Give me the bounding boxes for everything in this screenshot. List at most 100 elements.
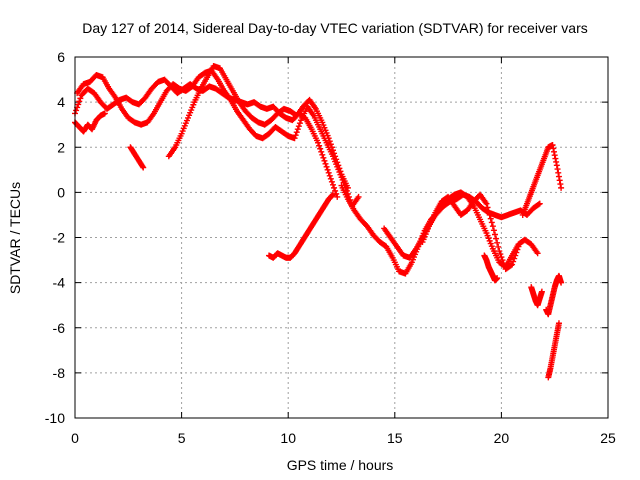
y-tick-label: 2 [57,139,65,155]
data-point [490,227,497,234]
series-track-11 [519,141,565,218]
data-point [329,147,336,154]
series-track-10 [481,252,501,284]
data-point [319,151,326,158]
data-point [139,163,146,170]
data-point [332,153,339,160]
data-point [322,160,329,167]
data-point [552,155,559,162]
x-tick-label: 25 [600,430,616,446]
data-point [535,201,542,208]
data-point [140,164,147,171]
data-point [514,246,521,253]
y-tick-label: 4 [57,94,65,110]
data-point [553,162,560,169]
data-point [331,150,338,157]
data-point [329,181,336,188]
data-point [534,250,541,257]
chart-title: Day 127 of 2014, Sidereal Day-to-day VTE… [82,20,588,36]
data-point [484,204,491,211]
data-point [512,252,519,259]
data-point [557,181,564,188]
data-point [317,145,324,152]
data-point [536,200,543,207]
data-point [73,107,80,114]
data-point [495,243,502,250]
data-points [72,63,565,381]
data-point [335,162,342,169]
data-point [555,320,562,327]
data-point [492,231,499,238]
data-point [76,98,83,105]
data-point [507,262,514,269]
data-point [294,126,301,133]
data-point [553,158,560,165]
data-point [326,172,333,179]
series-track-7 [338,182,543,277]
data-point [513,249,520,256]
data-point [355,193,362,200]
y-tick-label: -6 [53,320,66,336]
data-point [556,177,563,184]
data-point [327,141,334,148]
data-point [488,219,495,226]
series-track-3 [72,110,108,135]
data-point [555,173,562,180]
axes: 0 5 10 15 20 25 -10 -8 -6 -4 -2 0 2 4 6 [45,49,616,446]
data-point [295,123,302,130]
data-point [493,235,500,242]
data-point [331,184,338,191]
data-point [291,135,298,142]
x-axis-label: GPS time / hours [287,457,394,473]
series-track-14 [545,320,562,381]
series-track-12 [528,284,545,309]
series-track-13 [543,272,565,318]
data-point [328,144,335,151]
data-point [496,248,503,255]
y-axis-label: SDTVAR / TECUs [7,182,23,294]
y-tick-label: -8 [53,365,66,381]
data-point [296,120,303,127]
data-point [549,141,556,148]
y-tick-label: -10 [45,410,65,426]
data-point [509,261,516,268]
data-point [510,258,517,265]
series-track-6 [266,191,336,261]
data-point [320,154,327,161]
plot-border [74,56,609,419]
data-point [555,169,562,176]
data-point [333,190,340,197]
series-track-4 [127,144,147,171]
data-point [328,178,335,185]
data-point [334,193,341,200]
data-point [511,255,518,262]
series-track-5 [165,63,351,191]
data-point [318,148,325,155]
data-point [333,156,340,163]
data-point [558,279,565,286]
data-point [75,101,82,108]
data-point [494,239,501,246]
x-tick-label: 15 [387,430,403,446]
x-tick-label: 10 [280,430,296,446]
data-point [336,165,343,172]
data-point [321,157,328,164]
y-tick-label: 6 [57,49,65,65]
data-point [558,184,565,191]
data-point [485,208,492,215]
data-point [77,95,84,102]
data-point [329,191,336,198]
data-point [292,132,299,139]
data-point [323,163,330,170]
y-tick-label: -2 [53,230,66,246]
data-point [329,192,336,199]
data-point [554,166,561,173]
data-point [498,254,505,261]
series-track-2 [74,67,362,209]
data-point [324,166,331,173]
data-point [293,129,300,136]
data-point [483,200,490,207]
data-point [332,187,339,194]
series-track-9 [419,191,522,273]
